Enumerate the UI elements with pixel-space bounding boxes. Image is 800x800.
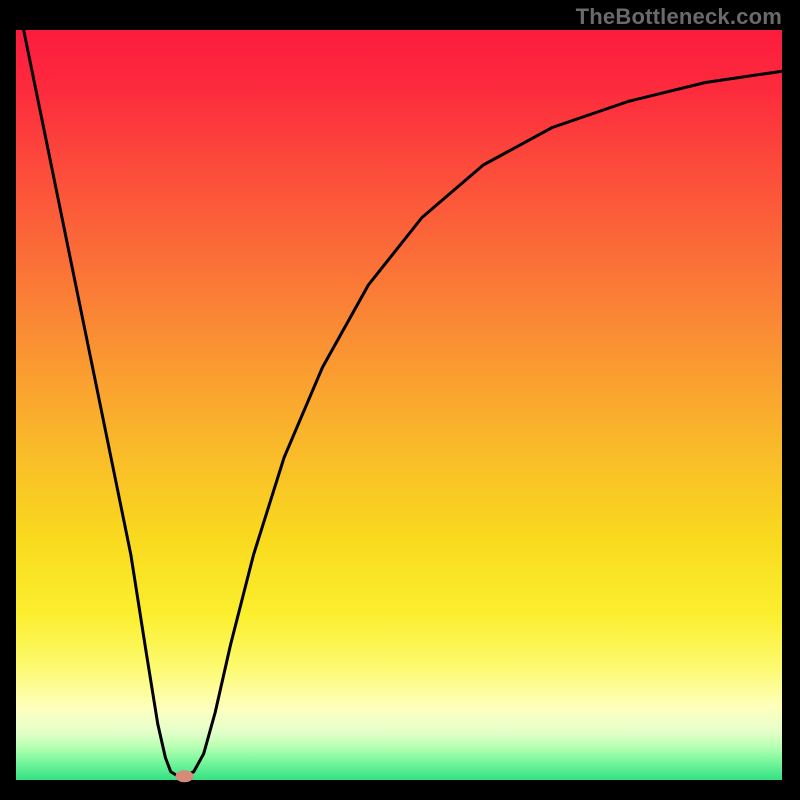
dip-marker xyxy=(176,770,194,782)
chart-container: TheBottleneck.com xyxy=(0,0,800,800)
chart-svg xyxy=(0,0,800,800)
plot-background-gradient xyxy=(16,30,782,780)
watermark-label: TheBottleneck.com xyxy=(576,4,782,30)
